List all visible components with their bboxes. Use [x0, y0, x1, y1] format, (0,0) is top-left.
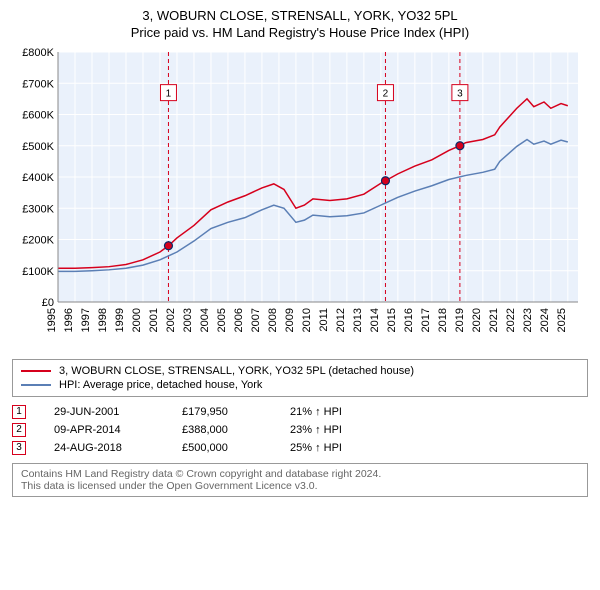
svg-text:1998: 1998 [97, 308, 109, 332]
marker-row: 2 09-APR-2014 £388,000 23% ↑ HPI [12, 421, 588, 439]
svg-text:2014: 2014 [369, 308, 381, 332]
svg-text:2005: 2005 [216, 308, 228, 332]
svg-text:£600K: £600K [22, 110, 54, 122]
marker-row: 1 29-JUN-2001 £179,950 21% ↑ HPI [12, 403, 588, 421]
svg-text:2010: 2010 [301, 308, 313, 332]
marker-row: 3 24-AUG-2018 £500,000 25% ↑ HPI [12, 439, 588, 457]
svg-text:2015: 2015 [386, 308, 398, 332]
footer-note: Contains HM Land Registry data © Crown c… [12, 463, 588, 497]
svg-text:£0: £0 [42, 297, 54, 309]
svg-text:2019: 2019 [454, 308, 466, 332]
svg-text:2004: 2004 [199, 308, 211, 332]
svg-text:2003: 2003 [182, 308, 194, 332]
svg-text:2007: 2007 [250, 308, 262, 332]
marker-price: £500,000 [182, 442, 262, 454]
svg-text:2017: 2017 [420, 308, 432, 332]
svg-text:2024: 2024 [539, 308, 551, 332]
line-chart-svg: £0 £100K £200K £300K £400K £500K £600K £700K £80… [12, 46, 588, 346]
marker-date: 29-JUN-2001 [54, 406, 154, 418]
chart-container: 3, WOBURN CLOSE, STRENSALL, YORK, YO32 5… [0, 0, 600, 507]
svg-text:2020: 2020 [471, 308, 483, 332]
marker-price: £179,950 [182, 406, 262, 418]
svg-text:2001: 2001 [148, 308, 160, 332]
svg-text:1997: 1997 [80, 308, 92, 332]
svg-text:2012: 2012 [335, 308, 347, 332]
svg-text:2022: 2022 [505, 308, 517, 332]
svg-text:2006: 2006 [233, 308, 245, 332]
marker-date: 24-AUG-2018 [54, 442, 154, 454]
marker-delta: 25% ↑ HPI [290, 442, 342, 454]
svg-text:£100K: £100K [22, 266, 54, 278]
svg-text:2009: 2009 [284, 308, 296, 332]
svg-text:1999: 1999 [114, 308, 126, 332]
chart-plot: £0 £100K £200K £300K £400K £500K £600K £700K £80… [12, 46, 588, 351]
svg-text:2013: 2013 [352, 308, 364, 332]
svg-text:2008: 2008 [267, 308, 279, 332]
markers-table: 1 29-JUN-2001 £179,950 21% ↑ HPI 2 09-APR-201… [12, 403, 588, 457]
svg-text:£700K: £700K [22, 78, 54, 90]
svg-text:2002: 2002 [165, 308, 177, 332]
marker-delta: 21% ↑ HPI [290, 406, 342, 418]
marker-number-box: 1 [12, 405, 26, 419]
svg-text:2: 2 [383, 89, 389, 100]
legend-row: 3, WOBURN CLOSE, STRENSALL, YORK, YO32 5… [21, 364, 579, 378]
svg-text:£800K: £800K [22, 47, 54, 59]
marker-number-box: 2 [12, 423, 26, 437]
svg-text:3: 3 [457, 89, 463, 100]
svg-text:2025: 2025 [556, 308, 568, 332]
legend-swatch [21, 370, 51, 372]
legend-box: 3, WOBURN CLOSE, STRENSALL, YORK, YO32 5… [12, 359, 588, 397]
svg-text:£400K: £400K [22, 172, 54, 184]
svg-text:£500K: £500K [22, 141, 54, 153]
marker-number-box: 3 [12, 441, 26, 455]
svg-text:1996: 1996 [63, 308, 75, 332]
marker-price: £388,000 [182, 424, 262, 436]
svg-text:2016: 2016 [403, 308, 415, 332]
svg-text:2011: 2011 [318, 308, 330, 332]
marker-delta: 23% ↑ HPI [290, 424, 342, 436]
legend-row: HPI: Average price, detached house, York [21, 378, 579, 392]
svg-text:£200K: £200K [22, 235, 54, 247]
svg-text:£300K: £300K [22, 203, 54, 215]
svg-text:2021: 2021 [488, 308, 500, 332]
chart-subtitle: Price paid vs. HM Land Registry's House … [12, 25, 588, 40]
svg-text:2023: 2023 [522, 308, 534, 332]
svg-text:1: 1 [166, 89, 172, 100]
chart-title: 3, WOBURN CLOSE, STRENSALL, YORK, YO32 5… [12, 8, 588, 23]
svg-text:2000: 2000 [131, 308, 143, 332]
svg-text:2018: 2018 [437, 308, 449, 332]
footer-line-2: This data is licensed under the Open Gov… [21, 480, 579, 492]
legend-label: HPI: Average price, detached house, York [59, 379, 262, 391]
legend-label: 3, WOBURN CLOSE, STRENSALL, YORK, YO32 5… [59, 365, 414, 377]
footer-line-1: Contains HM Land Registry data © Crown c… [21, 468, 579, 480]
svg-text:1995: 1995 [46, 308, 58, 332]
marker-date: 09-APR-2014 [54, 424, 154, 436]
legend-swatch [21, 384, 51, 386]
